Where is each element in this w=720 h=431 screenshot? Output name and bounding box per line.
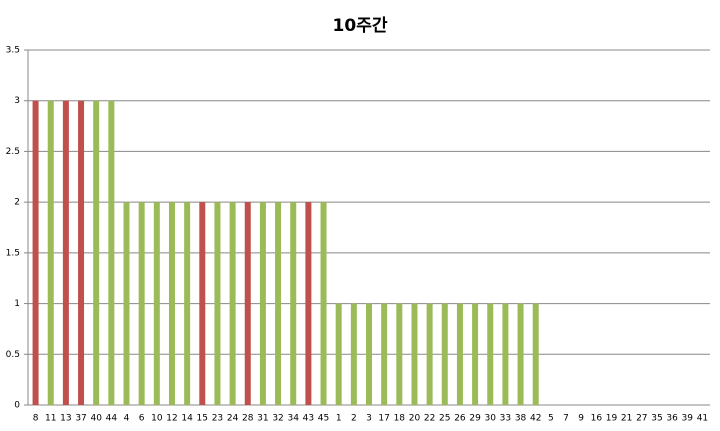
bar [320, 202, 327, 405]
x-tick-label: 3 [366, 414, 372, 424]
x-tick-label: 2 [351, 414, 357, 424]
y-tick-label: 1.5 [6, 248, 20, 258]
bar [532, 303, 539, 405]
bar [350, 303, 357, 405]
x-tick-label: 8 [33, 414, 39, 424]
x-tick-label: 31 [257, 414, 268, 424]
x-tick-label: 1 [336, 414, 342, 424]
x-tick-label: 11 [45, 414, 56, 424]
bar [32, 100, 39, 405]
x-tick-label: 32 [272, 414, 283, 424]
bar [517, 303, 524, 405]
x-tick-label: 12 [166, 414, 177, 424]
x-tick-label: 13 [60, 414, 71, 424]
y-tick-label: 2.5 [6, 147, 20, 157]
bar [153, 202, 160, 405]
bar [472, 303, 479, 405]
x-tick-label: 5 [548, 414, 554, 424]
y-tick-label: 0.5 [6, 350, 20, 360]
bar [426, 303, 433, 405]
x-tick-label: 40 [90, 414, 102, 424]
y-tick-label: 2 [14, 198, 20, 208]
bar [138, 202, 145, 405]
bar [229, 202, 236, 405]
bar [214, 202, 221, 405]
x-tick-label: 20 [409, 414, 421, 424]
x-tick-label: 18 [394, 414, 406, 424]
x-tick-label: 22 [424, 414, 435, 424]
bar [487, 303, 494, 405]
x-tick-label: 9 [578, 414, 584, 424]
bar [502, 303, 509, 405]
x-tick-label: 16 [591, 414, 603, 424]
bar [290, 202, 297, 405]
x-tick-label: 25 [439, 414, 450, 424]
x-tick-label: 42 [530, 414, 541, 424]
x-tick-label: 34 [287, 414, 299, 424]
x-tick-label: 27 [636, 414, 647, 424]
y-tick-label: 0 [14, 401, 20, 411]
x-tick-label: 43 [303, 414, 314, 424]
x-tick-label: 29 [469, 414, 481, 424]
x-tick-label: 41 [697, 414, 708, 424]
x-tick-label: 19 [606, 414, 618, 424]
x-tick-label: 44 [106, 414, 118, 424]
x-tick-label: 15 [197, 414, 208, 424]
x-tick-label: 30 [485, 414, 497, 424]
bar [168, 202, 175, 405]
bar [305, 202, 312, 405]
x-tick-label: 6 [139, 414, 145, 424]
x-tick-label: 35 [651, 414, 662, 424]
x-tick-label: 28 [242, 414, 254, 424]
x-tick-label: 45 [318, 414, 329, 424]
x-tick-label: 21 [621, 414, 632, 424]
y-tick-label: 1 [14, 299, 20, 309]
bar [123, 202, 130, 405]
y-tick-label: 3 [14, 96, 20, 106]
bar [441, 303, 448, 405]
chart-title: 10주간 [333, 16, 388, 36]
x-tick-label: 24 [227, 414, 239, 424]
bar [244, 202, 251, 405]
x-tick-label: 39 [682, 414, 694, 424]
bar [259, 202, 266, 405]
x-tick-label: 17 [378, 414, 389, 424]
bar [396, 303, 403, 405]
bar [47, 100, 54, 405]
x-tick-label: 23 [212, 414, 223, 424]
x-tick-label: 33 [500, 414, 511, 424]
x-tick-label: 26 [454, 414, 466, 424]
x-tick-label: 38 [515, 414, 527, 424]
x-tick-label: 36 [666, 414, 678, 424]
bar [184, 202, 191, 405]
bar [456, 303, 463, 405]
bar [108, 100, 115, 405]
bar [366, 303, 372, 405]
x-tick-label: 14 [181, 414, 193, 424]
bar [62, 100, 69, 405]
x-tick-label: 10 [151, 414, 163, 424]
x-tick-label: 4 [124, 414, 130, 424]
bar [93, 100, 100, 405]
bar [411, 303, 418, 405]
bar [381, 303, 388, 405]
bar [78, 100, 85, 405]
bar [275, 202, 282, 405]
bar [335, 303, 342, 405]
bar [199, 202, 206, 405]
y-tick-label: 3.5 [6, 46, 20, 56]
x-tick-label: 7 [563, 414, 569, 424]
x-tick-label: 37 [75, 414, 86, 424]
